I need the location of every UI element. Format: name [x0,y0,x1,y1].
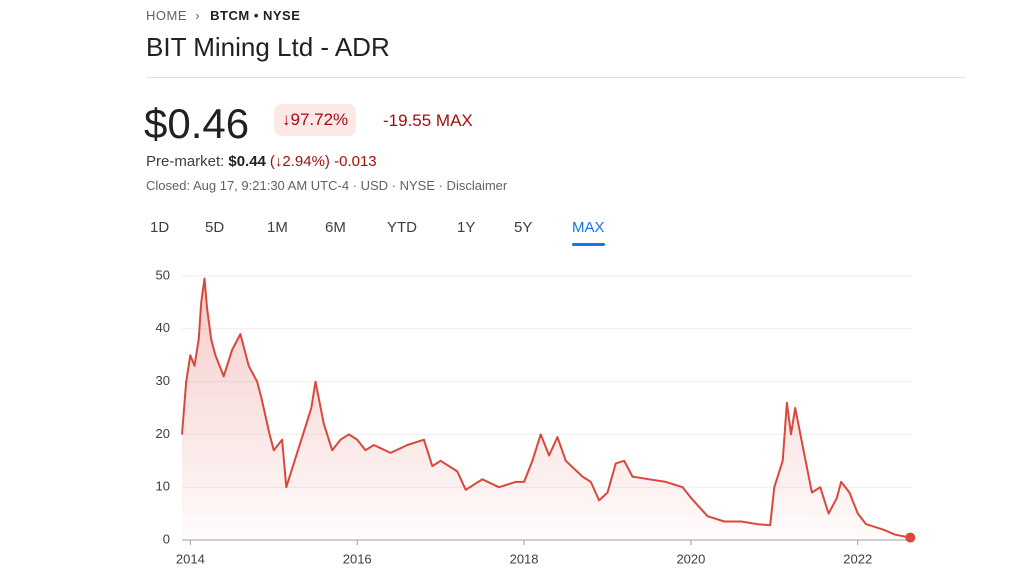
change-badge: ↓97.72% [274,104,357,136]
x-tick-label: 2018 [510,551,539,566]
premarket-abs: -0.013 [334,153,377,170]
range-tab[interactable]: 5D [205,219,225,236]
y-tick-label: 20 [156,426,170,441]
premarket-label: Pre-market: [146,153,225,170]
premarket-pct: (↓2.94%) [269,153,330,170]
x-tick-label: 2020 [676,551,705,566]
breadcrumb: HOME › BTCM • NYSE [146,8,301,23]
divider [146,77,966,78]
status: Closed: Aug 17, 9:21:30 AM UTC-4 · USD ·… [146,178,508,193]
y-tick-label: 50 [156,267,170,282]
x-tick-label: 2014 [176,551,205,566]
range-tab[interactable]: YTD [387,219,417,236]
title: BIT Mining Ltd - ADR [146,32,390,62]
price: $0.46 [144,100,250,147]
range-tab[interactable]: 1D [150,219,170,236]
range-tab[interactable]: 5Y [514,219,533,236]
change-abs: -19.55 MAX [383,111,473,130]
y-tick-label: 10 [156,479,170,494]
range-tab[interactable]: 6M [325,219,346,236]
x-tick-label: 2016 [343,551,372,566]
premarket-price: $0.44 [228,153,266,170]
ticker: BTCM • NYSE [210,8,301,23]
x-tick-label: 2022 [843,551,872,566]
home-link[interactable]: HOME [146,8,187,23]
premarket: Pre-market: $0.44 (↓2.94%) -0.013 [146,153,377,170]
y-tick-label: 0 [163,531,170,546]
range-tab[interactable]: 1M [267,219,288,236]
y-tick-label: 30 [156,373,170,388]
range-tab[interactable]: 1Y [457,219,476,236]
area [182,278,911,540]
range-tab[interactable]: MAX [572,219,605,246]
last-point [905,532,916,543]
price-line [181,277,911,539]
y-tick-label: 40 [156,320,170,335]
